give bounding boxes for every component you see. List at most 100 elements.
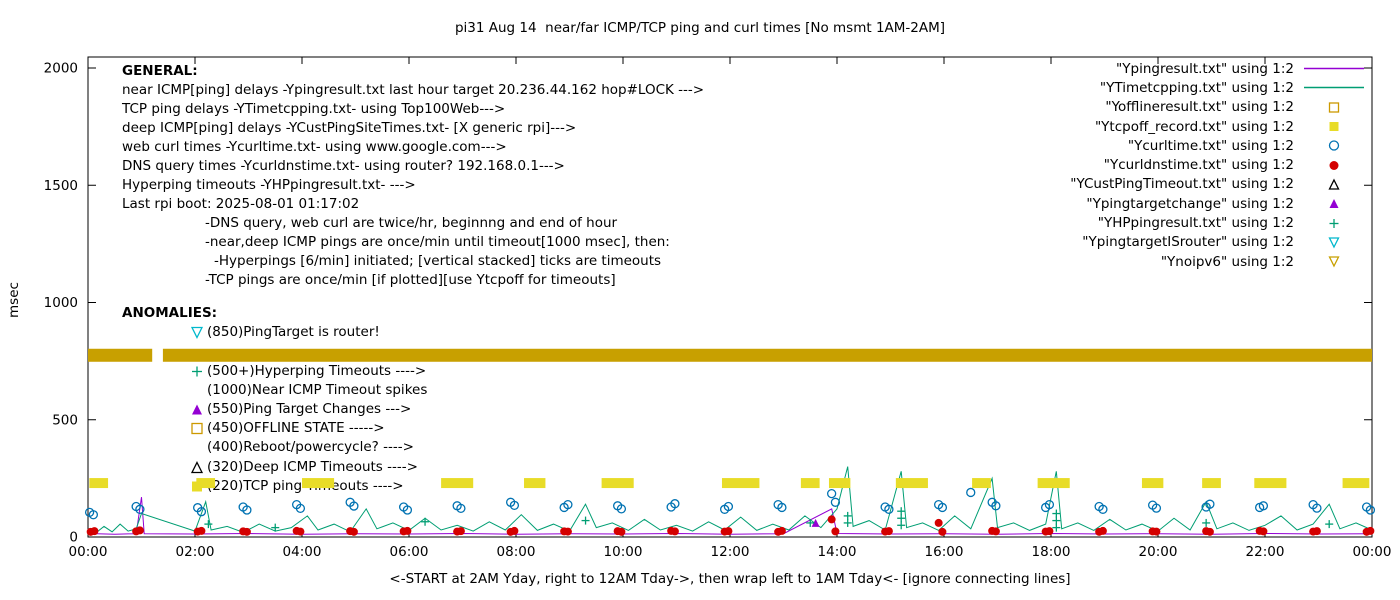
anomaly-item: (850)PingTarget is router!: [122, 323, 427, 342]
y-axis-label: msec: [6, 282, 22, 318]
filled-circle-icon: [1259, 527, 1268, 536]
filled-circle-icon: [193, 527, 202, 536]
filled-circle-icon: [988, 526, 997, 535]
open-circle-icon: [242, 505, 252, 515]
open-circle-icon: [1044, 499, 1055, 510]
legend-item: "Ytcpoff_record.txt" using 1:2: [1070, 117, 1366, 136]
filled-circle-icon: [90, 527, 99, 536]
open-circle-icon: [880, 502, 890, 512]
legend-marker-icon: [1329, 218, 1339, 228]
filled-circle-icon: [132, 527, 141, 536]
anomaly-item-label: (400)Reboot/powercycle? ---->: [207, 439, 414, 456]
legend-marker-icon: [1329, 122, 1339, 132]
general-line: deep ICMP[ping] delays -YCustPingSiteTim…: [122, 120, 577, 136]
open-circle-icon: [193, 503, 203, 513]
open-circle-icon: [349, 501, 359, 511]
legend-item: "Ycurltime.txt" using 1:2: [1070, 136, 1366, 155]
open-circle-icon: [937, 502, 948, 513]
open-circle-icon: [773, 499, 783, 510]
open-circle-icon: [1098, 504, 1108, 514]
legend-item-label: "Yofflineresult.txt" using 1:2: [1105, 99, 1294, 116]
open-circle-icon: [666, 502, 676, 512]
filled-circle-icon: [617, 527, 626, 536]
anomaly-item: (220)TCP ping Timeouts ---->: [122, 477, 427, 496]
filled-circle-icon: [560, 527, 569, 536]
open-circle-icon: [1041, 502, 1051, 513]
open-circle-icon: [616, 504, 627, 514]
filled-circle-icon: [667, 526, 676, 535]
open-triangle-down-icon: [190, 327, 204, 340]
filled-circle-icon: [774, 527, 783, 536]
filled-circle-icon: [506, 527, 515, 536]
filled-circle-icon: [1098, 526, 1107, 535]
legend-marker-icon: [1328, 178, 1340, 190]
x-tick-label: 08:00: [497, 544, 536, 560]
filled-circle-icon: [239, 527, 248, 536]
filled-circle-icon: [1152, 527, 1161, 536]
legend-item-label: "Ypingtargetchange" using 1:2: [1086, 195, 1294, 212]
open-circle-icon: [452, 501, 462, 511]
open-circle-icon: [613, 501, 623, 511]
filled-circle-icon: [1329, 160, 1339, 170]
open-circle-icon: [777, 502, 787, 513]
anomaly-item-label: (450)OFFLINE STATE ----->: [207, 420, 385, 437]
open-circle-icon: [1205, 499, 1215, 509]
x-tick-label: 12:00: [711, 544, 750, 560]
filled-circle-icon: [563, 527, 572, 536]
x-tick-label: 18:00: [1032, 544, 1071, 560]
general-line: -Hyperpings [6/min] initiated; [vertical…: [214, 253, 662, 269]
filled-circle-icon: [1205, 527, 1214, 536]
legend-item-label: "YHPpingresult.txt" using 1:2: [1097, 215, 1294, 232]
filled-triangle-up-icon: [192, 404, 202, 415]
open-triangle-up-icon: [190, 460, 204, 473]
anomaly-item: (550)Ping Target Changes --->: [122, 400, 427, 419]
anomaly-item: (500+)Hyperping Timeouts ---->: [122, 362, 427, 381]
filled-circle-icon: [1148, 527, 1157, 536]
filled-circle-icon: [720, 527, 729, 536]
anomaly-marker-icon: [190, 460, 204, 473]
anomaly-item-label: (500+)Hyperping Timeouts ---->: [207, 362, 427, 379]
y-tick-label: 0: [69, 530, 78, 546]
general-line: -TCP pings are once/min [if plotted][use…: [205, 272, 616, 288]
open-circle-icon: [456, 503, 466, 514]
legend-item-label: "Ynoipv6" using 1:2: [1160, 253, 1294, 270]
open-circle-icon: [1255, 502, 1265, 513]
anomaly-marker-icon: [188, 439, 206, 456]
legend-marker-icon: [1328, 140, 1340, 151]
open-circle-icon: [1328, 140, 1340, 151]
filled-circle-icon: [934, 518, 943, 527]
general-line: web curl times -Ycurltime.txt- using www…: [122, 139, 507, 155]
filled-circle-icon: [403, 526, 412, 535]
x-tick-label: 06:00: [390, 544, 429, 560]
open-circle-icon: [509, 500, 520, 510]
open-circle-icon: [135, 504, 145, 514]
x-tick-label: 10:00: [604, 544, 643, 560]
filled-square-icon: [1329, 122, 1339, 132]
legend-marker-icon: [1328, 102, 1340, 113]
y-tick-label: 500: [52, 412, 78, 428]
open-circle-icon: [1094, 501, 1104, 512]
open-circle-icon: [131, 501, 141, 512]
filled-circle-icon: [991, 527, 1000, 536]
anomaly-item: (320)Deep ICMP Timeouts ---->: [122, 458, 427, 477]
x-tick-label: 20:00: [1139, 544, 1178, 560]
open-circle-icon: [1148, 500, 1158, 510]
filled-circle-icon: [1255, 526, 1264, 535]
x-tick-label: 16:00: [925, 544, 964, 560]
filled-circle-icon: [135, 526, 144, 535]
legend-marker-icon: [1304, 67, 1364, 70]
legend-item-label: "YTimetcpping.txt" using 1:2: [1099, 79, 1294, 96]
filled-circle-icon: [777, 526, 786, 535]
legend-item: "YTimetcpping.txt" using 1:2: [1070, 78, 1366, 97]
general-line: Hyperping timeouts -YHPpingresult.txt- -…: [122, 177, 416, 193]
legend-item: "Ycurldnstime.txt" using 1:2: [1070, 155, 1366, 174]
open-circle-icon: [505, 497, 516, 507]
y-tick-label: 1000: [44, 295, 78, 311]
open-circle-icon: [991, 501, 1001, 511]
legend-item-label: "Ycurldnstime.txt" using 1:2: [1103, 157, 1294, 174]
legend-item: "Ypingresult.txt" using 1:2: [1070, 59, 1366, 78]
filled-circle-icon: [399, 527, 408, 536]
open-circle-icon: [934, 499, 944, 510]
legend-item: "YpingtargetISrouter" using 1:2: [1070, 233, 1366, 252]
open-circle-icon: [1308, 499, 1318, 510]
